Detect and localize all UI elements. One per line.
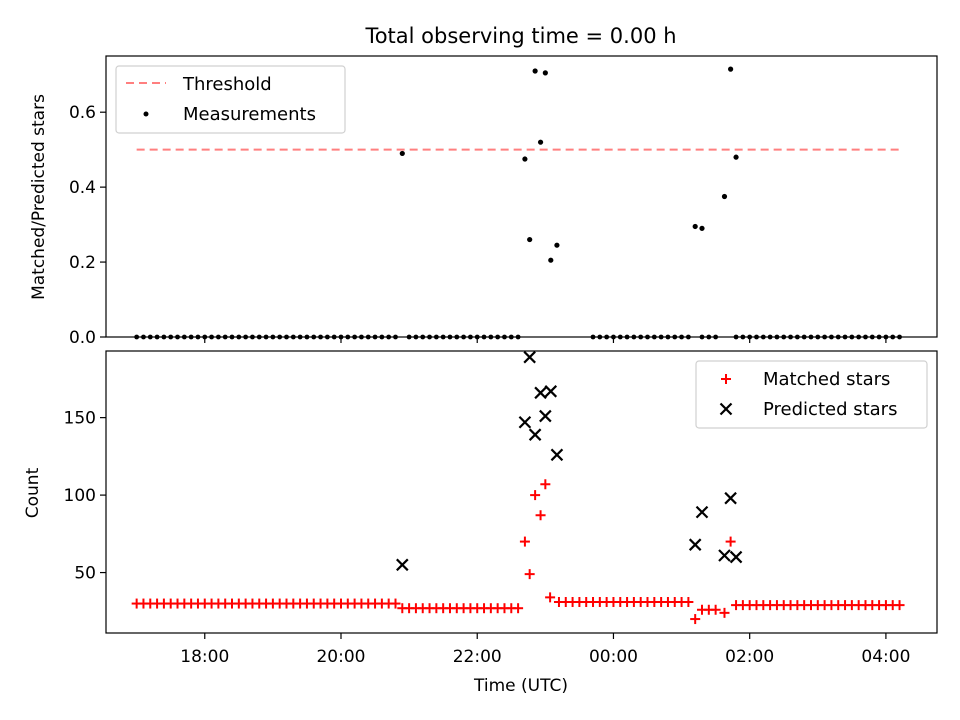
x-tick-label: 20:00 xyxy=(316,647,365,667)
matched-point xyxy=(513,603,524,614)
matched-point xyxy=(390,598,401,609)
matched-point xyxy=(894,600,905,611)
measurement-point xyxy=(733,154,739,160)
legend-matched-swatch xyxy=(721,374,731,384)
bottom-y-tick-label: 100 xyxy=(64,486,96,506)
top-y-axis-label: Matched/Predicted stars xyxy=(29,94,49,300)
measurement-point xyxy=(554,242,560,248)
x-tick-label: 22:00 xyxy=(453,647,502,667)
predicted-point xyxy=(688,538,702,551)
predicted-point xyxy=(523,350,536,364)
predicted-point xyxy=(729,550,743,564)
measurement-point xyxy=(692,223,698,230)
predicted-point xyxy=(518,415,532,429)
measurement-point xyxy=(721,193,728,200)
measurement-point xyxy=(728,66,734,72)
x-tick-label: 18:00 xyxy=(180,647,229,667)
legend-threshold-label: Threshold xyxy=(182,74,272,95)
measurement-point xyxy=(399,150,405,157)
predicted-point xyxy=(396,558,409,572)
measurement-point xyxy=(522,156,528,162)
predicted-point xyxy=(544,385,558,398)
matched-points xyxy=(131,479,905,625)
measurement-point xyxy=(527,236,533,243)
x-axis-label: Time (UTC) xyxy=(473,676,568,696)
matched-point xyxy=(725,536,736,547)
matched-point xyxy=(690,614,701,625)
matched-point xyxy=(530,490,541,501)
legend-predicted-marker xyxy=(719,402,733,416)
matched-point xyxy=(524,569,535,580)
top-plot-frame xyxy=(105,55,938,338)
predicted-point xyxy=(695,505,709,519)
legend-predicted-label: Predicted stars xyxy=(763,399,897,420)
matched-point xyxy=(535,510,546,521)
legend-measurements-label: Measurements xyxy=(183,104,316,125)
predicted-point xyxy=(534,386,547,400)
measurement-point xyxy=(548,257,554,263)
bottom-legend-box xyxy=(695,360,928,429)
predicted-point xyxy=(539,409,552,423)
predicted-point xyxy=(550,448,564,462)
bottom-y-tick-label: 50 xyxy=(74,564,96,584)
measurement-point xyxy=(537,139,544,145)
legend-predicted-swatch xyxy=(719,402,733,416)
predicted-point xyxy=(528,428,542,441)
predicted-point xyxy=(724,491,737,505)
matched-point xyxy=(519,536,530,547)
chart-title: Total observing time = 0.00 h xyxy=(364,24,676,48)
legend-matched-marker xyxy=(721,374,731,384)
bottom-y-axis-label: Count xyxy=(23,467,43,518)
predicted-point xyxy=(718,549,731,562)
bottom-y-ticks: 50 100 150 xyxy=(64,409,106,584)
predicted-points xyxy=(396,350,743,572)
top-y-tick-label: 0.6 xyxy=(69,103,96,123)
top-y-tick-label: 0.4 xyxy=(69,178,96,198)
bottom-y-tick-label: 150 xyxy=(64,409,96,429)
matched-point xyxy=(683,597,694,608)
matched-point xyxy=(710,604,721,615)
measurement-point xyxy=(542,70,548,76)
matched-point xyxy=(719,607,730,618)
matched-point xyxy=(540,479,551,490)
measurement-point xyxy=(532,68,538,74)
top-legend: Threshold Measurements xyxy=(115,65,346,134)
bottom-plot-frame xyxy=(105,350,938,634)
matched-point xyxy=(545,592,556,603)
top-legend-box xyxy=(115,65,346,134)
top-y-tick-label: 0.0 xyxy=(69,328,96,348)
top-y-tick-label: 0.2 xyxy=(69,253,96,273)
measurement-point xyxy=(699,225,705,231)
bottom-legend: Matched stars Predicted stars xyxy=(695,360,928,429)
top-y-ticks: 0.0 0.2 0.4 0.6 xyxy=(69,103,106,348)
bottom-x-ticks: 18:00 20:00 22:00 00:00 02:00 04:00 xyxy=(180,633,910,667)
top-panel: 0.0 0.2 0.4 0.6 Matched/Predicted stars Thr… xyxy=(29,55,938,348)
legend-matched-label: Matched stars xyxy=(763,369,890,390)
x-tick-label: 04:00 xyxy=(861,647,910,667)
x-tick-label: 02:00 xyxy=(725,647,774,667)
x-tick-label: 00:00 xyxy=(589,647,638,667)
legend-measurements-swatch xyxy=(143,111,149,117)
